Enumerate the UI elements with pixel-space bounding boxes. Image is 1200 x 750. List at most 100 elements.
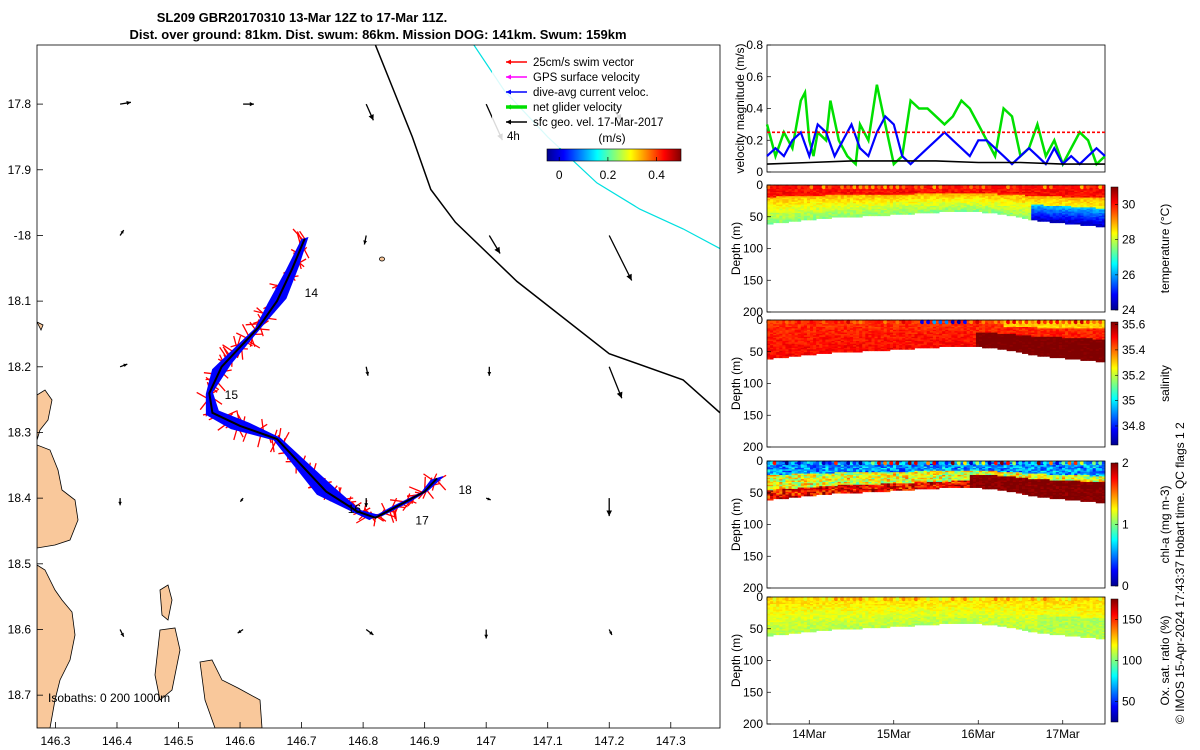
temperature-cell [767, 221, 771, 224]
temperature-cell [810, 207, 814, 210]
temperature-cell [819, 191, 823, 194]
temperature-cell [849, 191, 854, 194]
temperature-cell [776, 212, 780, 215]
temperature-cell [874, 210, 879, 212]
velocity-y-tick-label: 0.6 [746, 70, 763, 84]
temperature-cell [797, 212, 802, 215]
salinity-cell [877, 349, 882, 352]
temperature-cell [868, 211, 872, 214]
temperature-cell [886, 187, 891, 190]
temperature-cell [822, 196, 826, 198]
temperature-cell [776, 214, 780, 217]
temperature-cell [846, 208, 851, 211]
map-frame [36, 44, 721, 729]
temperature-cell [862, 197, 866, 200]
temperature-cell [831, 208, 835, 211]
temperature-cell [794, 211, 799, 214]
temperature-cell [797, 219, 802, 222]
temperature-cell [810, 190, 814, 193]
temperature-cell [791, 218, 796, 221]
temperature-cell [865, 194, 869, 197]
dive-avg-band [205, 237, 444, 521]
temperature-cell [883, 210, 888, 212]
temperature-cell [883, 200, 888, 203]
temperature-cell [914, 196, 918, 198]
temperature-cell [899, 198, 903, 201]
temperature-cell [779, 198, 783, 201]
temperature-cell [880, 204, 885, 207]
temperature-cell [991, 211, 995, 214]
temperature-cell [843, 207, 848, 210]
temperature-cell [914, 201, 918, 204]
temperature-cell [843, 201, 848, 204]
temperature-cell [837, 196, 842, 198]
temperature-cell [871, 189, 875, 191]
temperature-cell [828, 215, 832, 218]
temperature-cell [782, 215, 786, 218]
temperature-cell [800, 208, 805, 211]
salinity-cell [1018, 350, 1023, 353]
temperature-cell [945, 196, 949, 198]
temperature-cell [794, 212, 799, 215]
temperature-cell [773, 210, 777, 212]
temperature-cell [932, 198, 937, 201]
temperature-cell [936, 200, 940, 203]
temperature-cell [1034, 218, 1038, 221]
temperature-cell [963, 203, 968, 205]
temperature-cell [816, 205, 820, 208]
temperature-cell [923, 187, 928, 190]
temperature-cell [806, 197, 811, 200]
temperature-cell [776, 189, 780, 191]
salinity-cell [997, 347, 1001, 350]
temperature-cell [966, 189, 971, 191]
temperature-cell [1052, 221, 1057, 224]
temperature-cell [810, 194, 814, 197]
temperature-cell [966, 186, 971, 189]
temperature-cell [865, 201, 869, 204]
temperature-cell [942, 194, 946, 197]
temperature-cell [800, 194, 805, 197]
temperature-cell [813, 210, 817, 212]
surface-vector-head [609, 631, 612, 635]
swim-vector [388, 510, 395, 523]
temperature-cell [936, 187, 940, 190]
temperature-cell [883, 207, 888, 210]
temperature-cell [828, 212, 832, 215]
temperature-cell [929, 203, 934, 205]
temperature-cell [803, 215, 808, 218]
temperature-cell [868, 189, 872, 191]
temperature-cell [954, 197, 958, 200]
salinity-surface-dot [778, 319, 783, 325]
temperature-cell [948, 207, 952, 210]
temperature-cell [917, 200, 922, 203]
temperature-cell [800, 198, 805, 201]
temperature-cell [939, 205, 943, 208]
salinity-cell [782, 356, 786, 359]
temperature-cell [948, 196, 952, 198]
salinity-cell [945, 345, 949, 347]
temperature-cell [929, 201, 934, 204]
salinity-cell [966, 345, 971, 347]
temperature-cell [843, 203, 848, 205]
temperature-cell [877, 211, 882, 214]
surface-vector-head [363, 240, 367, 245]
temperature-cell [963, 197, 968, 200]
surface-vector-head [606, 510, 612, 517]
temperature-cell [853, 197, 857, 200]
temperature-cell [948, 186, 952, 189]
temperature-cell [923, 191, 928, 194]
salinity-surface-dot [1006, 319, 1011, 325]
temperature-cell [773, 198, 777, 201]
temperature-cell [929, 205, 934, 208]
map-x-tick-label: 146.3 [40, 734, 70, 748]
temperature-cell [822, 208, 826, 211]
temperature-cell [908, 210, 912, 212]
temperature-cell [779, 193, 783, 196]
temperature-cell [954, 200, 958, 203]
temperature-cell [779, 219, 783, 222]
temperature-cell [892, 211, 897, 214]
temperature-cell [960, 196, 965, 198]
temperature-cell [776, 221, 780, 224]
temperature-cell [773, 208, 777, 211]
surface-vector-head [484, 634, 489, 639]
